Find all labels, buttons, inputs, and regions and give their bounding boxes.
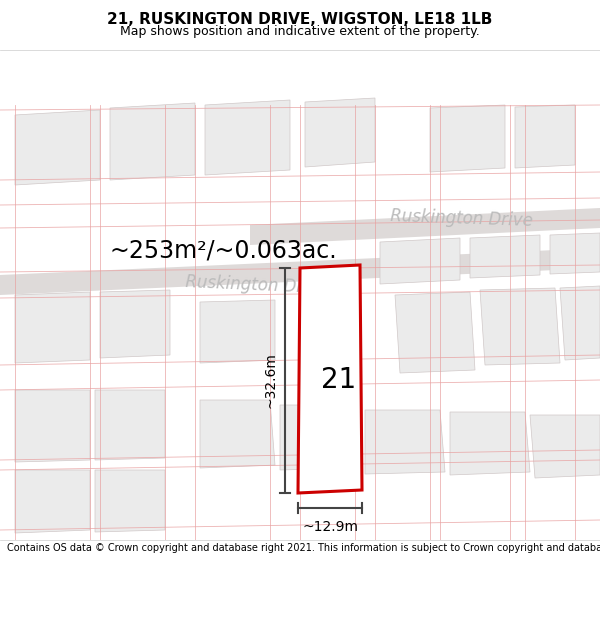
Polygon shape	[15, 110, 100, 185]
Polygon shape	[560, 286, 600, 360]
Text: Ruskington Drive: Ruskington Drive	[185, 273, 328, 297]
Polygon shape	[110, 103, 195, 180]
Text: ~32.6m: ~32.6m	[263, 352, 277, 409]
Text: Map shows position and indicative extent of the property.: Map shows position and indicative extent…	[120, 24, 480, 38]
Polygon shape	[15, 390, 90, 462]
Polygon shape	[305, 98, 375, 167]
Polygon shape	[200, 300, 275, 363]
Polygon shape	[450, 412, 530, 475]
Polygon shape	[515, 105, 575, 168]
Polygon shape	[530, 415, 600, 478]
Polygon shape	[200, 400, 275, 468]
Polygon shape	[205, 100, 290, 175]
Polygon shape	[470, 235, 540, 278]
Polygon shape	[298, 265, 362, 493]
Text: Ruskington Drive: Ruskington Drive	[390, 206, 533, 229]
Polygon shape	[250, 208, 600, 245]
Polygon shape	[380, 238, 460, 284]
Polygon shape	[95, 470, 165, 532]
Text: ~12.9m: ~12.9m	[302, 520, 358, 534]
Text: 21, RUSKINGTON DRIVE, WIGSTON, LE18 1LB: 21, RUSKINGTON DRIVE, WIGSTON, LE18 1LB	[107, 12, 493, 28]
Text: Contains OS data © Crown copyright and database right 2021. This information is : Contains OS data © Crown copyright and d…	[7, 542, 600, 552]
Polygon shape	[0, 248, 600, 295]
Polygon shape	[395, 292, 475, 373]
Polygon shape	[15, 292, 90, 363]
Polygon shape	[480, 288, 560, 365]
Text: ~253m²/~0.063ac.: ~253m²/~0.063ac.	[110, 238, 338, 262]
Polygon shape	[550, 233, 600, 274]
Polygon shape	[430, 105, 505, 172]
Text: 21: 21	[322, 366, 356, 394]
Polygon shape	[15, 470, 90, 533]
Polygon shape	[280, 405, 360, 470]
Polygon shape	[100, 290, 170, 358]
Polygon shape	[365, 410, 445, 474]
Polygon shape	[95, 390, 165, 460]
